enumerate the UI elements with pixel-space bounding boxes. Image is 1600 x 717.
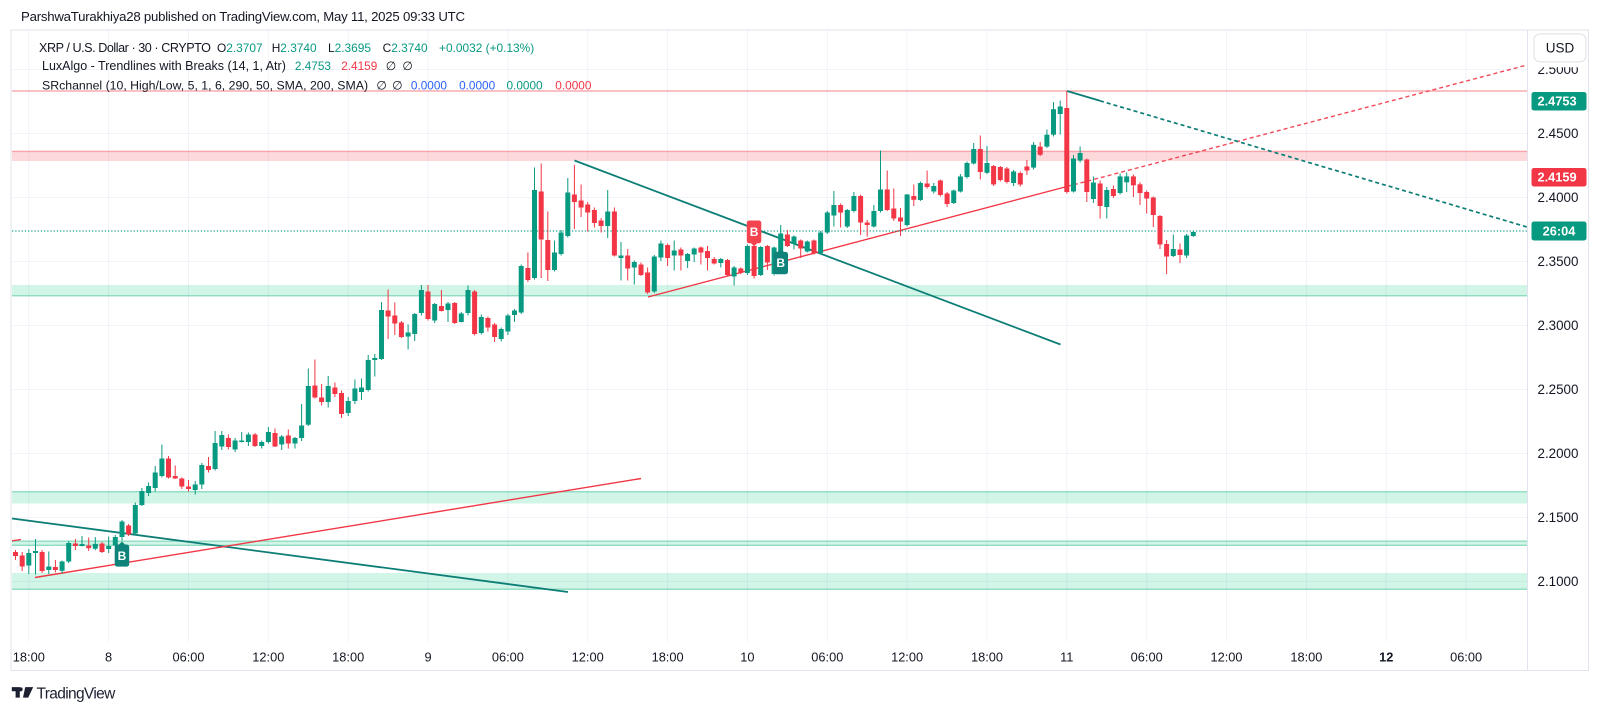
svg-text:06:00: 06:00 [1131, 649, 1163, 664]
svg-text:12: 12 [1379, 649, 1393, 664]
svg-text:2.4000: 2.4000 [1538, 190, 1579, 205]
svg-text:USD: USD [1546, 41, 1575, 56]
svg-text:ParshwaTurakhiya28 published o: ParshwaTurakhiya28 published on TradingV… [21, 9, 465, 24]
svg-text:18:00: 18:00 [1290, 649, 1322, 664]
svg-text:12:00: 12:00 [891, 649, 923, 664]
svg-text:0.0000: 0.0000 [555, 79, 592, 93]
svg-text:C2.3740: C2.3740 [383, 41, 428, 55]
svg-text:LuxAlgo - Trendlines with Brea: LuxAlgo - Trendlines with Breaks (14, 1,… [42, 59, 286, 73]
svg-text:12:00: 12:00 [1210, 649, 1242, 664]
svg-text:B: B [776, 256, 785, 270]
svg-text:B: B [118, 549, 127, 563]
svg-text:8: 8 [105, 649, 112, 664]
svg-text:12:00: 12:00 [572, 649, 604, 664]
svg-text:O2.3707: O2.3707 [217, 41, 263, 55]
svg-text:∅: ∅ [376, 79, 386, 93]
svg-text:2.3000: 2.3000 [1538, 318, 1579, 333]
svg-text:2.4753: 2.4753 [1538, 94, 1577, 109]
svg-text:18:00: 18:00 [332, 649, 364, 664]
svg-text:2.1500: 2.1500 [1538, 510, 1579, 525]
svg-text:B: B [750, 225, 759, 239]
svg-text:H2.3740: H2.3740 [272, 41, 317, 55]
svg-text:06:00: 06:00 [172, 649, 204, 664]
svg-text:11: 11 [1060, 649, 1073, 664]
svg-text:+0.0032 (+0.13%): +0.0032 (+0.13%) [439, 41, 534, 55]
svg-text:2.3500: 2.3500 [1538, 254, 1579, 269]
svg-text:2.2000: 2.2000 [1538, 446, 1579, 461]
svg-text:0.0000: 0.0000 [459, 79, 496, 93]
svg-text:SRchannel (10, High/Low, 5, 1,: SRchannel (10, High/Low, 5, 1, 6, 290, 5… [42, 79, 368, 93]
svg-text:0.0000: 0.0000 [411, 79, 448, 93]
svg-text:18:00: 18:00 [13, 649, 45, 664]
svg-text:∅: ∅ [392, 79, 402, 93]
svg-text:06:00: 06:00 [811, 649, 843, 664]
svg-text:06:00: 06:00 [1450, 649, 1482, 664]
svg-text:2.4159: 2.4159 [1538, 170, 1577, 185]
svg-text:∅: ∅ [386, 59, 396, 73]
svg-text:06:00: 06:00 [492, 649, 524, 664]
svg-text:26:04: 26:04 [1543, 223, 1577, 238]
svg-text:2.4753: 2.4753 [295, 59, 332, 73]
svg-text:2.2500: 2.2500 [1538, 382, 1579, 397]
svg-text:2.1000: 2.1000 [1538, 574, 1579, 589]
svg-text:XRP / U.S. Dollar · 30 · CRYPT: XRP / U.S. Dollar · 30 · CRYPTO [39, 41, 211, 55]
svg-text:∅: ∅ [402, 59, 412, 73]
svg-text:L2.3695: L2.3695 [328, 41, 371, 55]
svg-text:10: 10 [740, 649, 754, 664]
svg-text:12:00: 12:00 [252, 649, 284, 664]
svg-text:2.4500: 2.4500 [1538, 126, 1579, 141]
svg-text:9: 9 [425, 649, 432, 664]
svg-text:0.0000: 0.0000 [507, 79, 544, 93]
svg-text:TradingView: TradingView [37, 685, 117, 702]
svg-text:18:00: 18:00 [971, 649, 1003, 664]
svg-text:18:00: 18:00 [652, 649, 684, 664]
svg-text:2.4159: 2.4159 [341, 59, 377, 73]
